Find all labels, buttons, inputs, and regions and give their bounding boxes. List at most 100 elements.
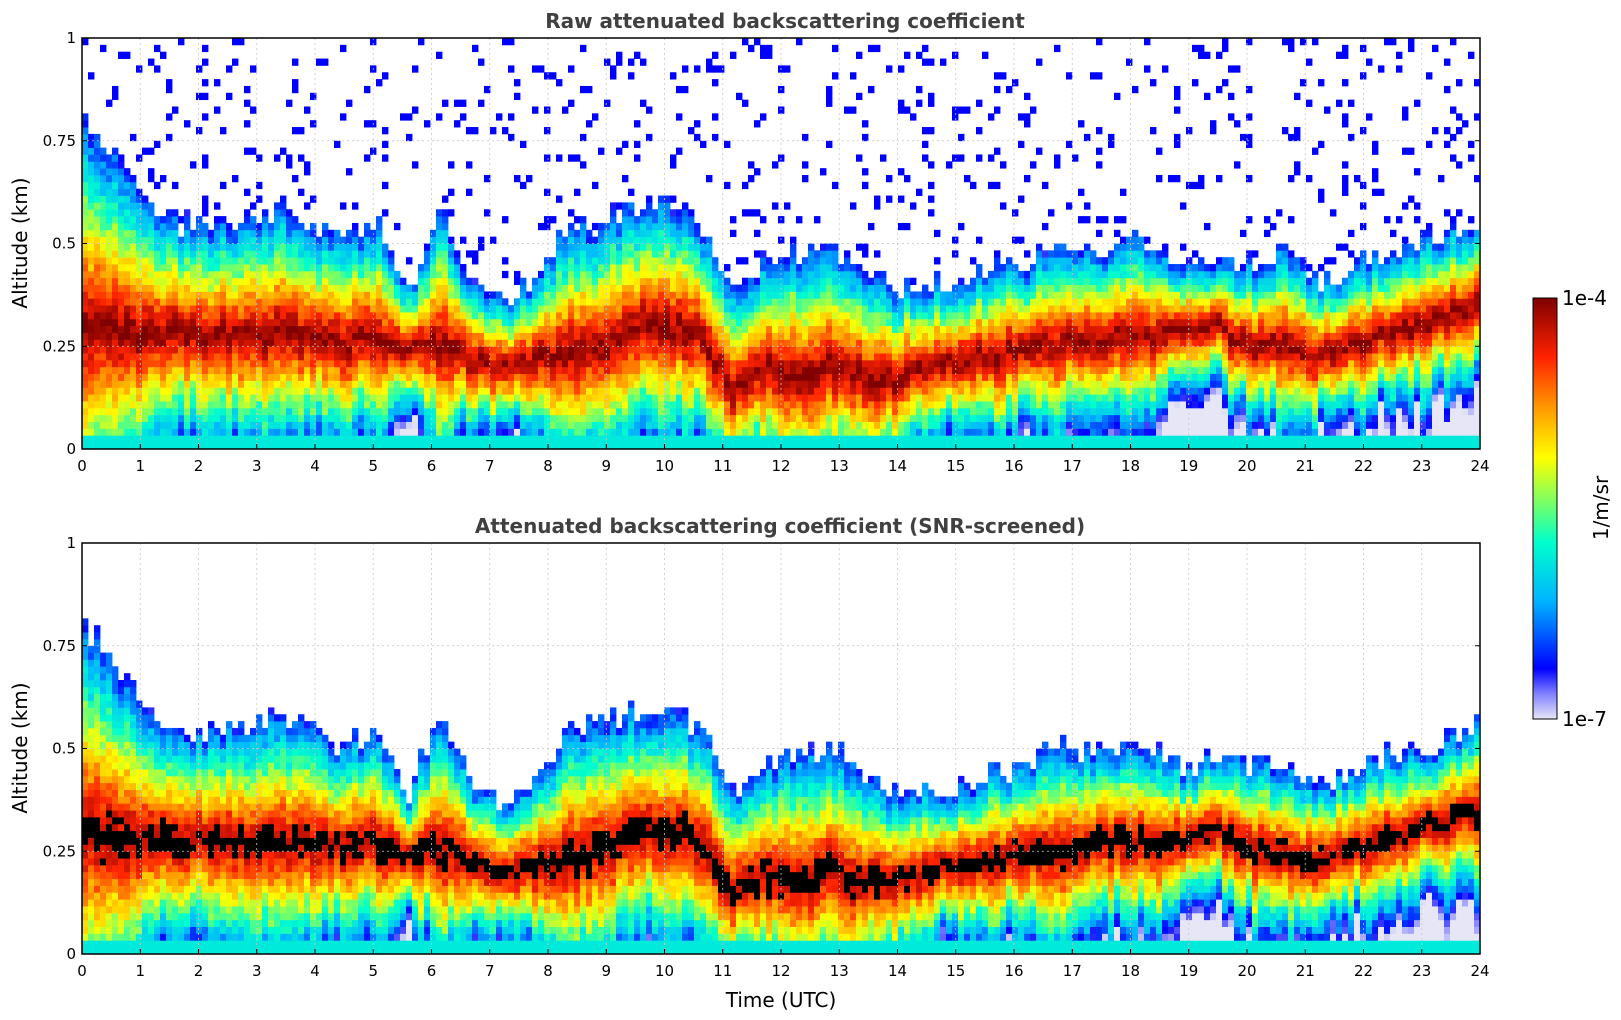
heatmap-cell (862, 305, 869, 313)
heatmap-cell (538, 270, 545, 279)
heatmap-cell (148, 270, 155, 279)
heatmap-cell (472, 305, 479, 313)
heatmap-cell (736, 332, 743, 340)
heatmap-cell (646, 428, 653, 436)
heatmap-cell (220, 332, 227, 340)
heatmap-cell (928, 380, 935, 388)
heatmap-cell (622, 216, 629, 224)
heatmap-cell (148, 359, 155, 368)
heatmap-cell (862, 387, 869, 395)
heatmap-cell (274, 442, 281, 450)
heatmap-cell (124, 209, 131, 217)
heatmap-cell (190, 291, 197, 299)
heatmap-cell (424, 250, 431, 258)
heatmap-cell (136, 332, 143, 340)
heatmap-cell (118, 407, 125, 416)
heatmap-cell (598, 229, 605, 238)
heatmap-cell (784, 428, 791, 436)
heatmap-cell (562, 387, 569, 395)
heatmap-cell (856, 373, 863, 381)
heatmap-cell (112, 92, 119, 101)
heatmap-cell (244, 407, 251, 416)
heatmap-cell (754, 366, 761, 375)
heatmap-cell (106, 154, 113, 162)
heatmap-cell (94, 380, 101, 388)
heatmap-cell (280, 298, 287, 306)
heatmap-cell (604, 359, 611, 368)
heatmap-cell (610, 435, 617, 443)
heatmap-cell (646, 421, 653, 429)
heatmap-cell (106, 236, 113, 244)
heatmap-cell (190, 284, 197, 292)
heatmap-cell (130, 250, 137, 258)
heatmap-cell (280, 195, 287, 203)
heatmap-cell (160, 359, 167, 368)
heatmap-cell (850, 359, 857, 368)
heatmap-cell (922, 373, 929, 381)
heatmap-cell (808, 435, 815, 443)
heatmap-cell (466, 277, 473, 285)
heatmap-cell (892, 387, 899, 395)
heatmap-cell (154, 277, 161, 285)
heatmap-cell (154, 318, 161, 327)
heatmap-cell (256, 325, 263, 333)
heatmap-cell (322, 380, 329, 388)
heatmap-cell (826, 318, 833, 327)
heatmap-cell (238, 250, 245, 258)
heatmap-cell (112, 147, 119, 155)
heatmap-cell (340, 387, 347, 395)
heatmap-cell (382, 277, 389, 285)
heatmap-cell (886, 428, 893, 436)
heatmap-cell (166, 305, 173, 313)
heatmap-cell (136, 387, 143, 395)
heatmap-cell (670, 236, 677, 244)
heatmap-cell (622, 435, 629, 443)
heatmap-cell (634, 394, 641, 402)
heatmap-cell (910, 339, 917, 347)
heatmap-cell (940, 428, 947, 436)
heatmap-cell (436, 325, 443, 333)
heatmap-cell (736, 380, 743, 388)
heatmap-cell (190, 243, 197, 251)
heatmap-cell (82, 236, 89, 244)
heatmap-cell (370, 257, 377, 265)
heatmap-cell (304, 346, 311, 354)
heatmap-cell (298, 312, 305, 320)
heatmap-cell (508, 387, 515, 395)
heatmap-cell (622, 140, 629, 148)
heatmap-cell (82, 113, 89, 121)
heatmap-cell (304, 325, 311, 333)
heatmap-cell (322, 401, 329, 409)
heatmap-cell (844, 346, 851, 354)
heatmap-cell (784, 277, 791, 285)
heatmap-cell (808, 353, 815, 361)
heatmap-cell (226, 250, 233, 258)
heatmap-cell (628, 387, 635, 395)
heatmap-cell (154, 359, 161, 368)
heatmap-cell (346, 353, 353, 361)
heatmap-cell (640, 414, 647, 422)
heatmap-cell (814, 421, 821, 429)
heatmap-cell (862, 373, 869, 381)
heatmap-cell (916, 407, 923, 416)
heatmap-cell (772, 366, 779, 375)
heatmap-cell (232, 421, 239, 429)
heatmap-cell (118, 318, 125, 327)
heatmap-cell (838, 353, 845, 361)
heatmap-cell (484, 346, 491, 354)
heatmap-cell (178, 435, 185, 443)
heatmap-cell (562, 401, 569, 409)
heatmap-cell (694, 407, 701, 416)
heatmap-cell (802, 359, 809, 368)
heatmap-cell (796, 401, 803, 409)
heatmap-cell (646, 133, 653, 142)
heatmap-cell (922, 401, 929, 409)
heatmap-cell (394, 428, 401, 436)
heatmap-cell (388, 359, 395, 368)
heatmap-cell (178, 353, 185, 361)
heatmap-cell (862, 133, 869, 142)
heatmap-cell (784, 373, 791, 381)
heatmap-cell (826, 387, 833, 395)
heatmap-cell (376, 428, 383, 436)
heatmap-cell (682, 346, 689, 354)
